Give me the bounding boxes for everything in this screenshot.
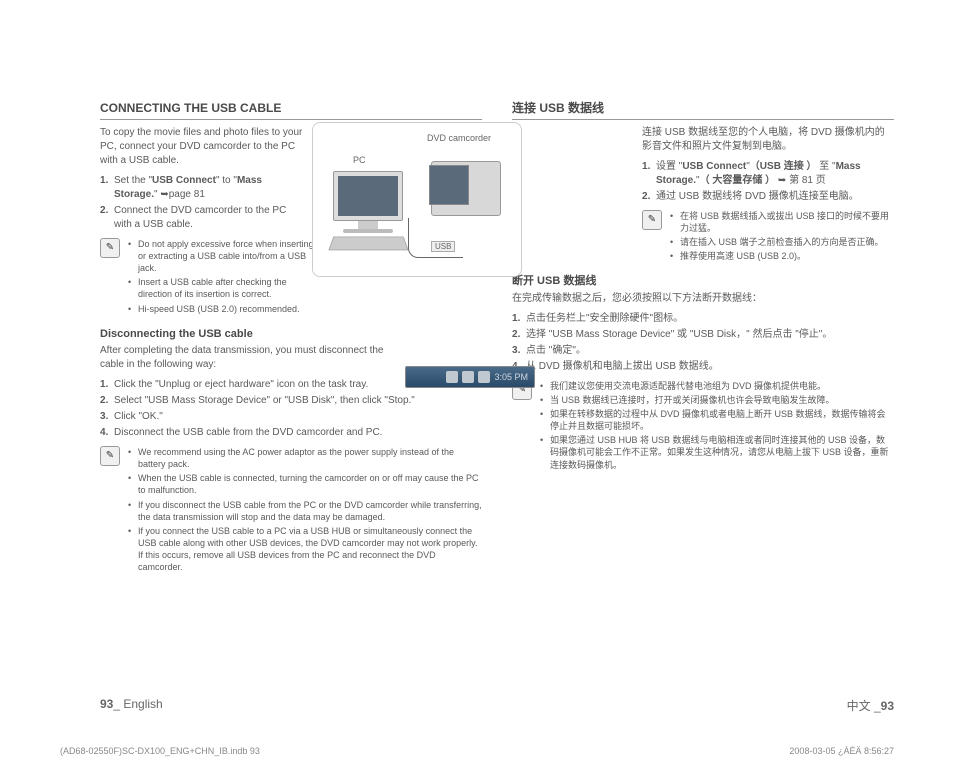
step-item: Disconnect the USB cable from the DVD ca… xyxy=(114,426,482,440)
diagram-pc-label: PC xyxy=(353,155,366,165)
taskbar-time: 3:05 PM xyxy=(494,372,528,382)
step-item: 选择 "USB Mass Storage Device" 或 "USB Disk… xyxy=(526,328,894,342)
note-item: If you connect the USB cable to a PC via… xyxy=(126,525,482,574)
step-item: 设置 "USB Connect"（USB 连接 ） 至 "Mass Storag… xyxy=(656,160,894,188)
step-item: 点击 "确定"。 xyxy=(526,344,894,358)
section-title-zh: 连接 USB 数据线 xyxy=(512,100,894,120)
subsection-title-en: Disconnecting the USB cable xyxy=(100,327,482,342)
usb-label: USB xyxy=(431,241,455,252)
note-box-zh-2: ✎ 我们建议您使用交流电源适配器代替电池组为 DVD 摄像机提供电能。 当 US… xyxy=(512,380,894,473)
section-title-en: CONNECTING THE USB CABLE xyxy=(100,100,482,120)
note-item: 在将 USB 数据线插入或拔出 USB 接口的时候不要用力过猛。 xyxy=(668,210,894,234)
page-footer: 93_ English 中文 _93 xyxy=(100,697,894,714)
print-meta: (AD68-02550F)SC-DX100_ENG+CHN_IB.indb 93… xyxy=(60,746,894,756)
meta-timestamp: 2008-03-05 ¿ÀÈÄ 8:56:27 xyxy=(789,746,894,756)
footer-right: 中文 _93 xyxy=(847,697,894,714)
note-item: 如果在转移数据的过程中从 DVD 摄像机或者电脑上断开 USB 数据线，数据传输… xyxy=(538,408,894,432)
steps-zh: 设置 "USB Connect"（USB 连接 ） 至 "Mass Storag… xyxy=(642,160,894,204)
page-number-left: 93 xyxy=(100,697,113,711)
note-item: 推荐使用高速 USB (USB 2.0)。 xyxy=(668,250,894,262)
footer-lang-left: _ English xyxy=(113,697,162,711)
usb-cable-icon xyxy=(408,218,463,258)
chinese-column: 连接 USB 数据线 连接 USB 数据线至您的个人电脑，将 DVD 摄像机内的… xyxy=(512,100,894,581)
sub-intro-zh: 在完成传输数据之后，您必须按照以下方法断开数据线： xyxy=(512,292,894,306)
step-item: 通过 USB 数据线将 DVD 摄像机连接至电脑。 xyxy=(656,190,894,204)
step-item: 点击任务栏上"安全删除硬件"图标。 xyxy=(526,312,894,326)
note-item: We recommend using the AC power adaptor … xyxy=(126,446,482,470)
note-box-zh-1: ✎ 在将 USB 数据线插入或拔出 USB 接口的时候不要用力过猛。 请在插入 … xyxy=(642,210,894,265)
footer-left: 93_ English xyxy=(100,697,163,714)
note-item: 如果您通过 USB HUB 将 USB 数据线与电脑相连或者同时连接其他的 US… xyxy=(538,434,894,470)
sub-steps-zh: 点击任务栏上"安全删除硬件"图标。 选择 "USB Mass Storage D… xyxy=(512,312,894,374)
step-item: Connect the DVD camcorder to the PC with… xyxy=(114,204,305,232)
note-icon: ✎ xyxy=(100,238,120,258)
sub-intro-en: After completing the data transmission, … xyxy=(100,344,400,372)
meta-filename: (AD68-02550F)SC-DX100_ENG+CHN_IB.indb 93 xyxy=(60,746,260,756)
taskbar-screenshot: 3:05 PM xyxy=(405,366,535,388)
note-icon: ✎ xyxy=(100,446,120,466)
note-item: Insert a USB cable after checking the di… xyxy=(126,276,316,300)
note-item: Do not apply excessive force when insert… xyxy=(126,238,316,274)
note-item: 当 USB 数据线已连接时，打开或关闭摄像机也许会导致电脑发生故障。 xyxy=(538,394,894,406)
subsection-title-zh: 断开 USB 数据线 xyxy=(512,274,894,289)
pc-base-icon xyxy=(343,229,393,233)
intro-zh: 连接 USB 数据线至您的个人电脑，将 DVD 摄像机内的影音文件和照片文件复制… xyxy=(642,126,894,154)
pc-monitor-icon xyxy=(333,171,403,221)
diagram-cam-label: DVD camcorder xyxy=(427,133,491,143)
step-item: Set the "USB Connect" to "Mass Storage."… xyxy=(114,174,305,202)
tray-network-icon xyxy=(478,371,490,383)
intro-en: To copy the movie files and photo files … xyxy=(100,126,305,168)
pc-stand-icon xyxy=(358,221,378,229)
keyboard-icon xyxy=(328,237,408,251)
steps-en: Set the "USB Connect" to "Mass Storage."… xyxy=(100,174,305,232)
page-number-right: 93 xyxy=(881,699,894,713)
note-item: If you disconnect the USB cable from the… xyxy=(126,499,482,523)
step-item: Click "OK." xyxy=(114,410,482,424)
note-item: When the USB cable is connected, turning… xyxy=(126,472,482,496)
note-icon: ✎ xyxy=(642,210,662,230)
note-box-en-2: ✎ We recommend using the AC power adapto… xyxy=(100,446,482,575)
connection-diagram: PC DVD camcorder USB xyxy=(312,122,522,277)
tray-eject-icon xyxy=(462,371,474,383)
step-item: Select "USB Mass Storage Device" or "USB… xyxy=(114,394,482,408)
footer-lang-right: 中文 _ xyxy=(847,699,881,713)
note-item: 请在插入 USB 端子之前检查插入的方向是否正确。 xyxy=(668,236,894,248)
camcorder-lcd-icon xyxy=(429,165,469,205)
note-item: Hi-speed USB (USB 2.0) recommended. xyxy=(126,303,316,315)
step-item: 从 DVD 摄像机和电脑上拔出 USB 数据线。 xyxy=(526,360,894,374)
tray-volume-icon xyxy=(446,371,458,383)
note-item: 我们建议您使用交流电源适配器代替电池组为 DVD 摄像机提供电能。 xyxy=(538,380,894,392)
